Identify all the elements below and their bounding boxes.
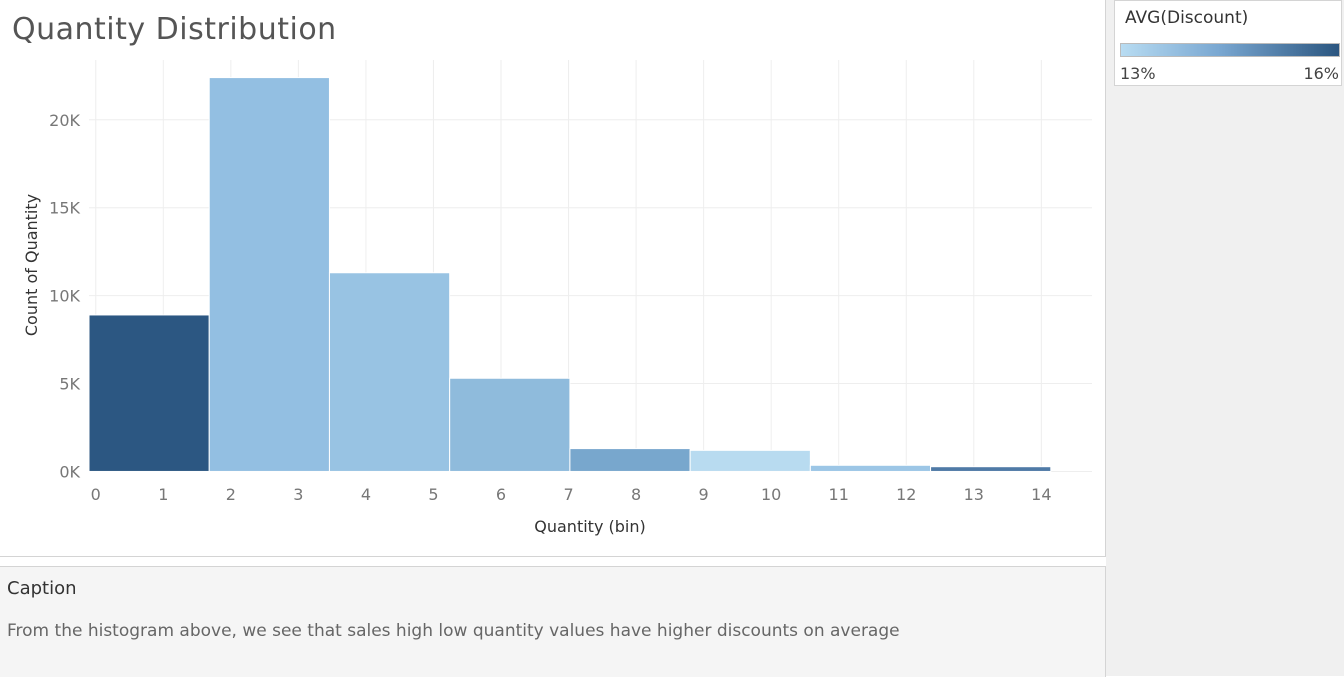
chart-panel: Quantity Distribution 0K 5K 10K 15K 20K 0 1 2 3 4… (0, 0, 1106, 557)
x-tick-label: 11 (829, 485, 849, 504)
x-tick-label: 3 (293, 485, 303, 504)
histogram-bar[interactable] (209, 78, 329, 472)
x-tick-label: 5 (428, 485, 438, 504)
caption-text: From the histogram above, we see that sa… (7, 621, 900, 641)
x-tick-label: 7 (563, 485, 573, 504)
y-tick-label: 15K (49, 199, 80, 218)
x-tick-label: 2 (226, 485, 236, 504)
histogram-bar[interactable] (329, 273, 449, 472)
y-tick-label: 20K (49, 111, 80, 130)
side-panel: AVG(Discount) 13% 16% (1106, 0, 1344, 676)
histogram-bar[interactable] (690, 450, 810, 471)
histogram-bar[interactable] (570, 449, 690, 472)
x-tick-label: 12 (896, 485, 916, 504)
color-legend[interactable]: AVG(Discount) 13% 16% (1114, 0, 1342, 86)
legend-max-label: 16% (1303, 64, 1339, 83)
x-tick-label: 13 (964, 485, 984, 504)
x-tick-label: 14 (1031, 485, 1051, 504)
legend-title: AVG(Discount) (1125, 8, 1248, 28)
x-tick-label: 9 (699, 485, 709, 504)
x-tick-label: 8 (631, 485, 641, 504)
histogram-bar[interactable] (89, 315, 209, 471)
x-axis-title: Quantity (bin) (534, 517, 645, 536)
x-tick-label: 10 (761, 485, 781, 504)
y-tick-label: 5K (59, 375, 80, 394)
histogram-bar[interactable] (931, 467, 1051, 472)
caption-title: Caption (7, 578, 77, 599)
x-tick-label: 4 (361, 485, 371, 504)
x-tick-label: 1 (158, 485, 168, 504)
legend-min-label: 13% (1120, 64, 1156, 83)
histogram-bar[interactable] (450, 378, 570, 471)
x-tick-label: 6 (496, 485, 506, 504)
histogram-bar[interactable] (810, 465, 930, 471)
y-axis-title: Count of Quantity (22, 194, 41, 336)
legend-color-ramp (1120, 43, 1340, 57)
y-tick-label: 0K (59, 462, 80, 481)
x-tick-label: 0 (91, 485, 101, 504)
caption-panel: Caption From the histogram above, we see… (0, 566, 1106, 677)
y-tick-label: 10K (49, 287, 80, 306)
